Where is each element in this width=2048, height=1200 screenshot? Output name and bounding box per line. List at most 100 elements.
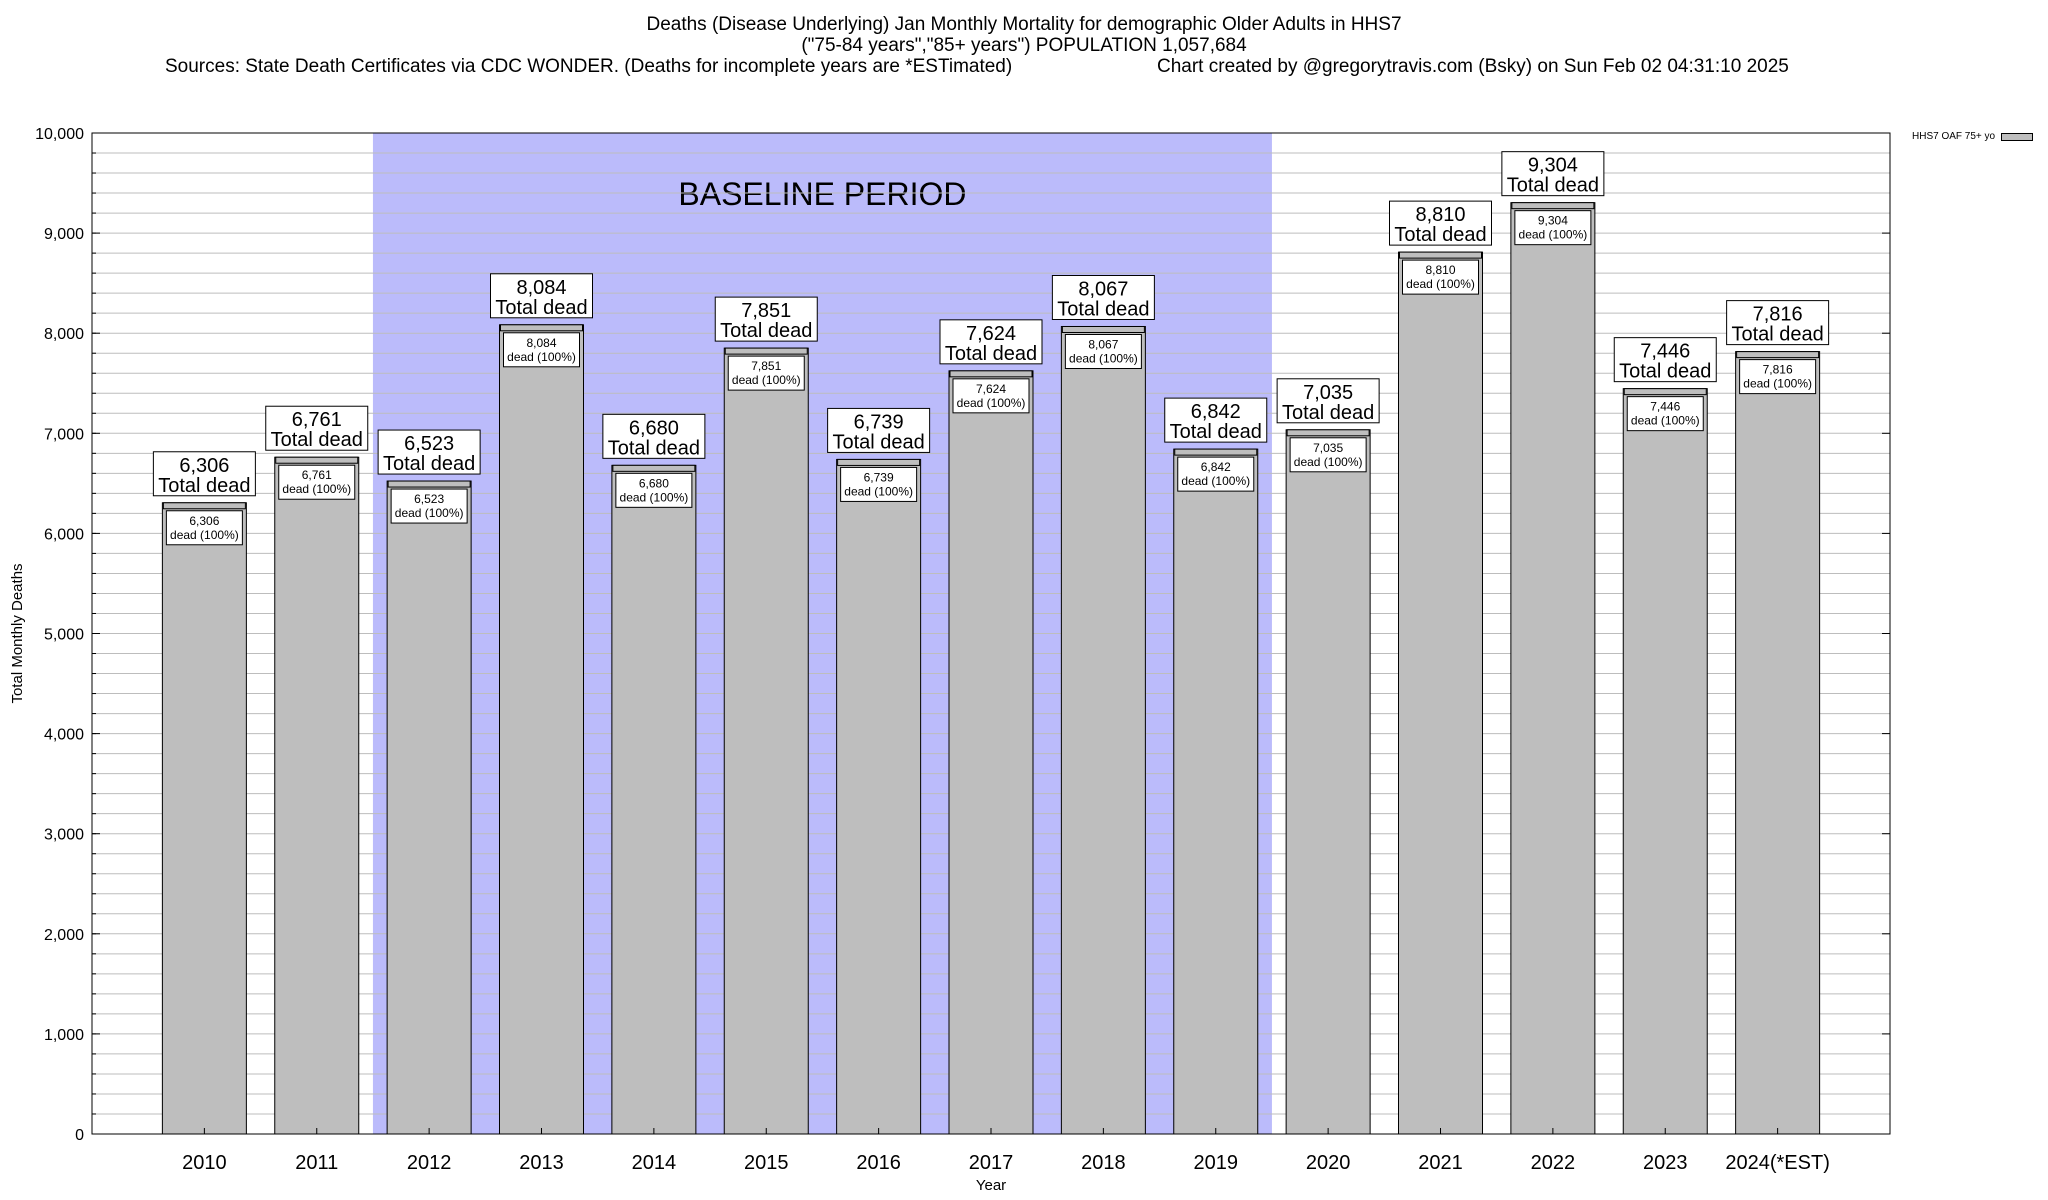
inner-label-box xyxy=(1064,333,1142,369)
inner-percent-label: dead (100%) xyxy=(1181,474,1250,488)
bar xyxy=(1285,429,1371,1135)
total-dead-label: Total dead xyxy=(1619,361,1711,383)
total-value-label: 6,680 xyxy=(629,417,679,439)
total-dead-label: Total dead xyxy=(832,431,924,453)
total-value-label: 7,816 xyxy=(1753,304,1803,326)
plot-frame xyxy=(91,132,1891,1135)
y-tick-label: 7,000 xyxy=(44,426,84,443)
total-label-box xyxy=(827,407,931,453)
bar xyxy=(1622,388,1708,1135)
total-value-label: 7,851 xyxy=(741,300,791,322)
inner-value-label: 6,739 xyxy=(864,470,894,484)
inner-label-box xyxy=(503,332,580,368)
x-tick-label: 2015 xyxy=(744,1152,789,1174)
total-dead-label: Total dead xyxy=(158,475,250,497)
bar xyxy=(1398,251,1483,1135)
x-tick-label: 2016 xyxy=(856,1152,901,1174)
total-value-label: 6,739 xyxy=(854,411,904,433)
x-tick-label: 2019 xyxy=(1194,1152,1239,1174)
x-tick-label: 2011 xyxy=(295,1152,338,1174)
legend-label: HHS7 OAF 75+ yo xyxy=(1912,131,1996,142)
total-dead-label: Total dead xyxy=(1057,298,1149,320)
inner-label-box xyxy=(1626,396,1704,432)
total-dead-label: Total dead xyxy=(1731,324,1823,346)
legend: HHS7 OAF 75+ yo xyxy=(1912,131,2034,142)
x-tick-label: 2013 xyxy=(519,1152,564,1174)
inner-value-label: 7,624 xyxy=(976,382,1006,396)
y-tick-label: 8,000 xyxy=(44,326,84,343)
total-label-box xyxy=(265,405,369,451)
bar-cap xyxy=(275,456,359,464)
total-label-box xyxy=(1501,151,1605,197)
chart-subtitle: ("75-84 years","85+ years") POPULATION 1… xyxy=(801,35,1247,56)
bar-cap xyxy=(162,502,246,510)
y-tick-label: 4,000 xyxy=(44,727,84,744)
inner-percent-label: dead (100%) xyxy=(844,484,913,498)
x-tick-label: 2017 xyxy=(969,1152,1014,1174)
x-tick-label: 2014 xyxy=(632,1152,677,1174)
total-dead-label: Total dead xyxy=(720,320,812,342)
bar xyxy=(1060,325,1146,1135)
total-dead-label: Total dead xyxy=(1282,402,1374,424)
total-dead-label: Total dead xyxy=(1170,421,1262,443)
total-label-box xyxy=(1613,337,1717,383)
inner-label-box xyxy=(1739,359,1817,395)
total-value-label: 8,810 xyxy=(1415,204,1465,226)
inner-percent-label: dead (100%) xyxy=(1406,277,1475,291)
inner-percent-label: dead (100%) xyxy=(507,350,576,364)
y-tick-label: 9,000 xyxy=(44,226,84,243)
inner-value-label: 6,306 xyxy=(189,514,219,528)
total-value-label: 8,067 xyxy=(1078,278,1128,300)
total-value-label: 7,446 xyxy=(1640,341,1690,363)
baseline-period-label: BASELINE PERIOD xyxy=(678,176,966,212)
x-tick-label: 2022 xyxy=(1531,1152,1576,1174)
bar-cap xyxy=(837,458,921,466)
total-label-box xyxy=(602,413,706,459)
chart-title-block: Deaths (Disease Underlying) Jan Monthly … xyxy=(0,14,2048,77)
total-value-label: 6,761 xyxy=(292,409,342,431)
bar-cap xyxy=(1399,251,1482,259)
y-tick-label: 5,000 xyxy=(44,627,84,644)
inner-label-box xyxy=(615,472,693,508)
x-tick-label: 2010 xyxy=(182,1152,227,1174)
inner-label-box xyxy=(1514,210,1592,246)
total-label-box xyxy=(939,319,1043,365)
inner-value-label: 6,523 xyxy=(414,492,444,506)
inner-value-label: 7,851 xyxy=(751,359,781,373)
inner-label-box xyxy=(165,510,243,546)
y-tick-label: 6,000 xyxy=(44,526,84,543)
total-value-label: 8,084 xyxy=(516,277,566,299)
total-value-label: 6,842 xyxy=(1191,401,1241,423)
inner-value-label: 6,680 xyxy=(639,476,669,490)
bar-cap xyxy=(949,370,1033,378)
inner-percent-label: dead (100%) xyxy=(1519,228,1588,242)
inner-percent-label: dead (100%) xyxy=(1294,455,1363,469)
inner-value-label: 8,084 xyxy=(526,336,556,350)
y-tick-label: 3,000 xyxy=(44,827,84,844)
x-tick-label: 2020 xyxy=(1306,1152,1351,1174)
total-label-box xyxy=(152,451,256,497)
inner-percent-label: dead (100%) xyxy=(282,482,351,496)
bar xyxy=(386,480,472,1135)
inner-label-box xyxy=(1177,456,1255,492)
total-label-box xyxy=(1051,274,1155,320)
bar-cap xyxy=(724,347,808,355)
inner-percent-label: dead (100%) xyxy=(620,490,689,504)
bar-cap xyxy=(1623,388,1707,396)
inner-percent-label: dead (100%) xyxy=(732,373,801,387)
x-axis-title: Year xyxy=(976,1177,1006,1194)
inner-value-label: 9,304 xyxy=(1538,214,1568,228)
inner-value-label: 8,810 xyxy=(1425,263,1455,277)
inner-label-box xyxy=(1289,437,1367,473)
total-label-box xyxy=(490,273,593,319)
x-tick-label: 2018 xyxy=(1081,1152,1126,1174)
bar xyxy=(948,370,1034,1135)
x-tick-label: 2024(*EST) xyxy=(1725,1152,1830,1174)
chart-title: Deaths (Disease Underlying) Jan Monthly … xyxy=(646,14,1402,35)
chart-credit: Chart created by @gregorytravis.com (Bsk… xyxy=(1157,56,1789,77)
inner-label-box xyxy=(952,378,1030,414)
inner-label-box xyxy=(390,488,468,524)
total-value-label: 6,306 xyxy=(179,455,229,477)
bar-cap xyxy=(612,464,696,472)
